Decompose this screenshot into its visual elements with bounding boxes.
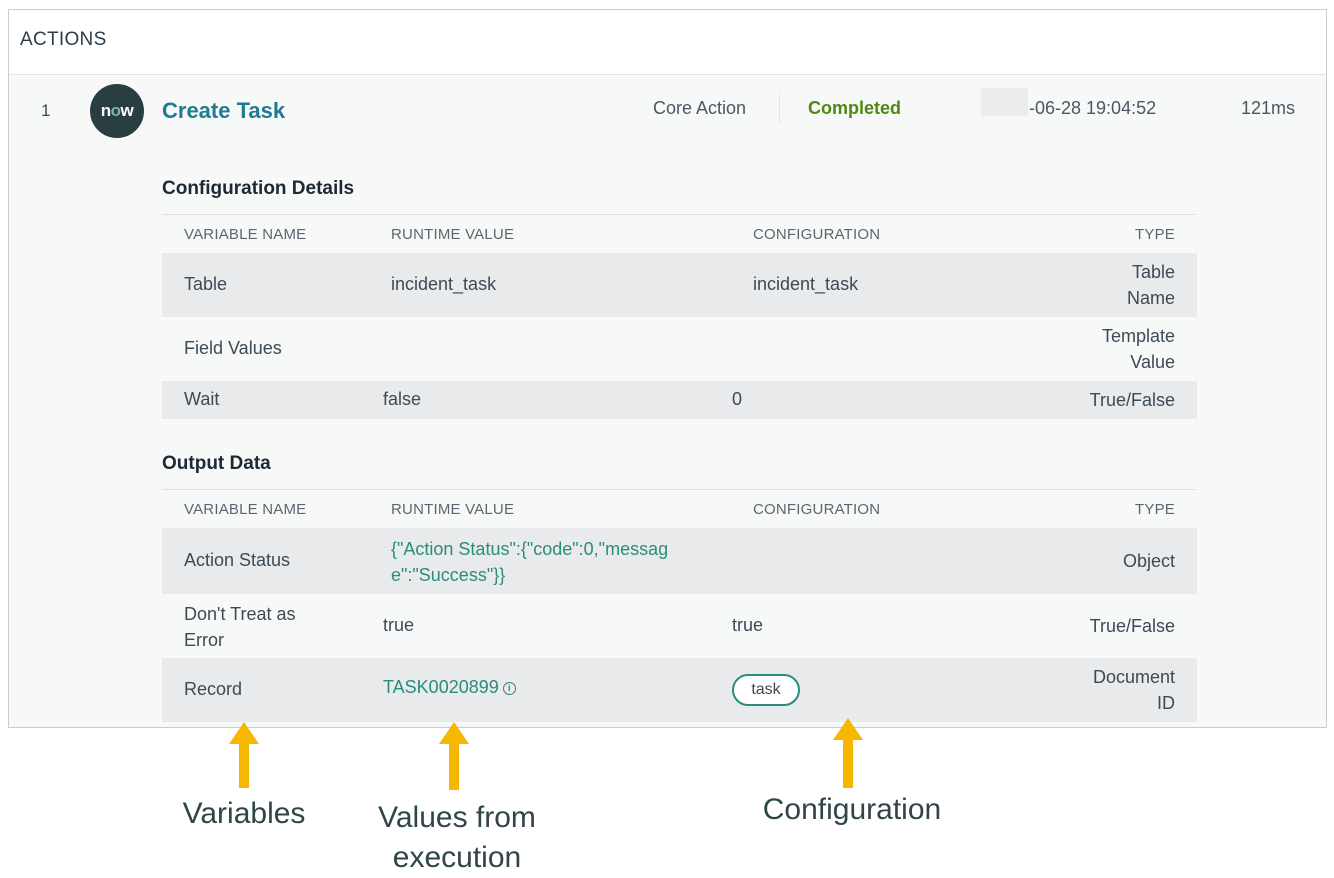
timestamp: -06-28 19:04:52 — [1029, 98, 1157, 118]
row-type-line1: Template — [1101, 326, 1175, 346]
output-table: VARIABLE NAME RUNTIME VALUE CONFIGURATIO… — [162, 489, 1197, 722]
row-variable-line2: Error — [184, 630, 224, 650]
arrow-up-icon — [439, 722, 469, 790]
logo-text-n: n — [100, 101, 111, 120]
row-type: Template Value — [1102, 323, 1175, 375]
info-icon[interactable]: i — [502, 681, 516, 695]
table-row: Record TASK0020899 i task Document ID — [162, 658, 1197, 722]
header-runtime-value: RUNTIME VALUE — [391, 226, 515, 243]
row-variable: Table — [184, 274, 228, 294]
row-type-line1: Table — [1131, 262, 1175, 282]
panel-header: ACTIONS — [9, 10, 1326, 75]
header-runtime-value: RUNTIME VALUE — [391, 501, 515, 518]
table-row: Wait false 0 True/False — [162, 381, 1197, 419]
divider — [779, 94, 780, 124]
output-section-title: Output Data — [162, 453, 271, 474]
logo-text-o: o — [110, 101, 121, 120]
header-type: TYPE — [1135, 226, 1175, 243]
row-variable: Wait — [184, 389, 220, 409]
config-table-header: VARIABLE NAME RUNTIME VALUE CONFIGURATIO… — [162, 214, 1197, 253]
record-link[interactable]: TASK0020899 i — [383, 677, 516, 698]
row-configuration: incident_task — [753, 274, 859, 294]
status-badge: Completed — [808, 98, 902, 118]
row-runtime-json: {"Action Status":{"code":0,"messag e":"S… — [391, 536, 668, 588]
action-name-link[interactable]: Create Task — [162, 98, 286, 123]
row-runtime: false — [383, 389, 422, 409]
table-row: Field Values Template Value — [162, 317, 1197, 381]
row-configuration: 0 — [732, 389, 743, 409]
row-runtime: true — [383, 615, 415, 635]
row-type: Document ID — [1093, 664, 1175, 716]
row-type-line2: Name — [1126, 288, 1175, 308]
annotation-variables: Variables — [182, 797, 306, 830]
row-runtime: incident_task — [391, 274, 497, 294]
annotation-values: Values from execution — [367, 798, 547, 878]
panel-title: ACTIONS — [20, 29, 107, 50]
logo-text-w: w — [120, 101, 134, 120]
row-type: Table Name — [1127, 259, 1175, 311]
header-configuration: CONFIGURATION — [753, 501, 881, 518]
row-variable-line1: Don't Treat as — [184, 604, 296, 624]
table-row: Table incident_task incident_task Table … — [162, 253, 1197, 317]
header-variable-name: VARIABLE NAME — [184, 501, 307, 518]
arrow-up-icon — [229, 722, 259, 788]
redacted-date — [981, 88, 1028, 116]
config-table: VARIABLE NAME RUNTIME VALUE CONFIGURATIO… — [162, 214, 1197, 419]
row-type-line1: True/False — [1089, 616, 1175, 636]
row-variable: Don't Treat as Error — [184, 601, 296, 653]
header-configuration: CONFIGURATION — [753, 226, 881, 243]
arrow-up-icon — [833, 718, 863, 788]
record-link-text: TASK0020899 — [383, 677, 499, 697]
duration: 121ms — [1241, 98, 1296, 118]
header-variable-name: VARIABLE NAME — [184, 226, 307, 243]
action-index: 1 — [41, 101, 51, 120]
annotation-configuration: Configuration — [762, 793, 942, 826]
table-row: Don't Treat as Error true true True/Fals… — [162, 594, 1197, 658]
row-type-line1: Document — [1092, 667, 1175, 687]
output-table-header: VARIABLE NAME RUNTIME VALUE CONFIGURATIO… — [162, 489, 1197, 528]
row-type-line1: Object — [1122, 551, 1175, 571]
annotation-values-line2: execution — [392, 841, 522, 874]
row-runtime-line1: {"Action Status":{"code":0,"messag — [391, 539, 669, 559]
row-type-line2: Value — [1130, 352, 1175, 372]
row-type-line2: ID — [1157, 693, 1175, 713]
row-type: Object — [1123, 548, 1175, 574]
header-type: TYPE — [1135, 501, 1175, 518]
row-type: True/False — [1090, 387, 1175, 413]
row-type: True/False — [1090, 613, 1175, 639]
annotation-values-line1: Values from — [378, 801, 536, 834]
row-variable: Action Status — [184, 550, 291, 570]
row-runtime-line2: e":"Success"}} — [391, 565, 506, 585]
row-variable: Record — [184, 679, 243, 699]
config-section-title: Configuration Details — [162, 178, 355, 199]
table-row: Action Status {"Action Status":{"code":0… — [162, 528, 1197, 594]
row-configuration: true — [732, 615, 764, 635]
config-pill[interactable]: task — [732, 674, 800, 706]
action-type: Core Action — [653, 98, 747, 118]
row-type-line1: True/False — [1089, 390, 1175, 410]
row-variable: Field Values — [184, 338, 282, 358]
